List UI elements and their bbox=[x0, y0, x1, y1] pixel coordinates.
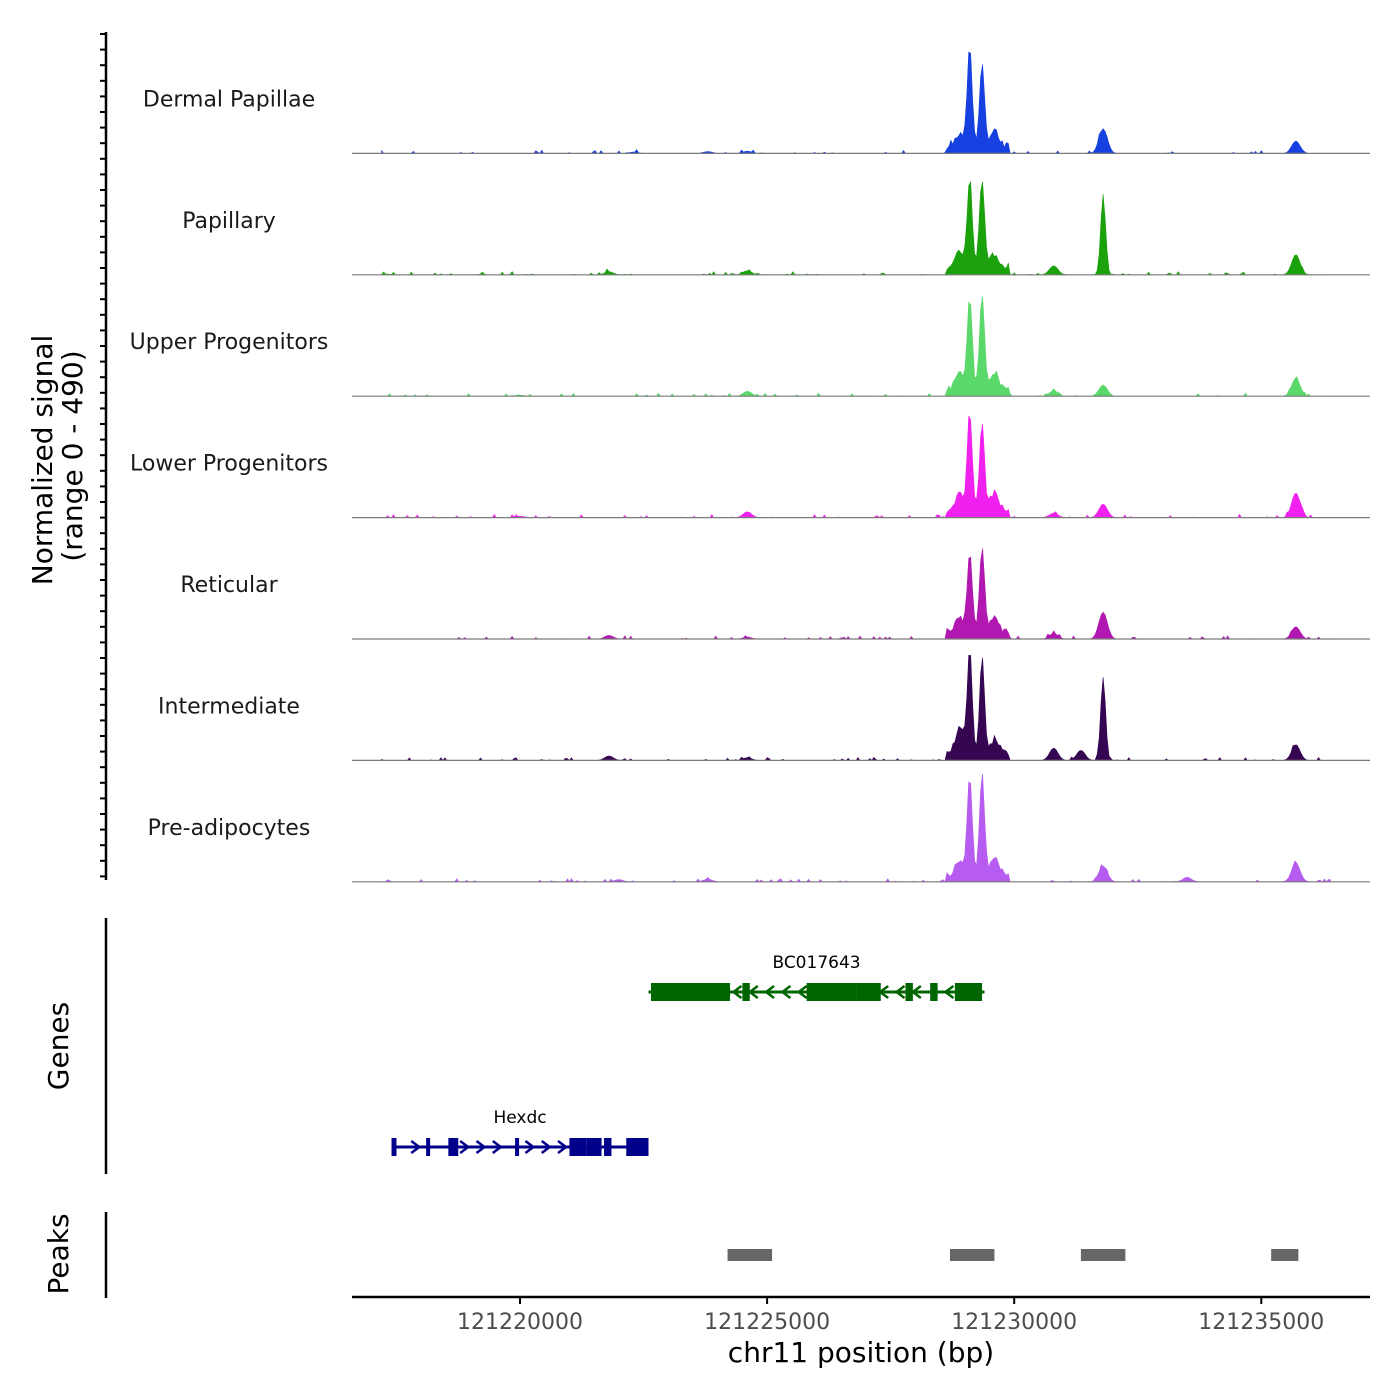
peak-region bbox=[949, 1249, 995, 1261]
peak-region bbox=[727, 1249, 773, 1261]
track-label: Lower Progenitors bbox=[130, 452, 328, 477]
gene-exon bbox=[391, 1138, 397, 1156]
genes-title: Genes bbox=[42, 1002, 75, 1090]
x-axis-title: chr11 position (bp) bbox=[728, 1336, 994, 1369]
gene-model: Hexdc bbox=[391, 1108, 649, 1156]
coverage-track: Upper Progenitors bbox=[130, 296, 1370, 397]
gene-exon bbox=[650, 983, 731, 1001]
coverage-y-axis-title-line2: (range 0 - 490) bbox=[56, 350, 89, 561]
x-tick-label: 121235000 bbox=[1198, 1310, 1324, 1335]
strand-chevron bbox=[475, 1140, 487, 1154]
track-label: Upper Progenitors bbox=[130, 330, 329, 355]
genes-panel: Genes Hexdc BC017643 bbox=[42, 918, 985, 1174]
strand-chevron bbox=[492, 1140, 503, 1154]
coverage-track: Pre-adipocytes bbox=[148, 773, 1370, 883]
coverage-y-axis-title-line1: Normalized signal bbox=[26, 335, 59, 586]
track-label: Reticular bbox=[180, 573, 278, 598]
x-tick-label: 121230000 bbox=[951, 1310, 1077, 1335]
peaks-panel: Peaks bbox=[42, 1212, 1299, 1298]
gene-exon bbox=[448, 1138, 459, 1156]
coverage-track: Dermal Papillae bbox=[143, 51, 1370, 154]
gene-exon bbox=[905, 983, 913, 1001]
coverage-area bbox=[381, 773, 1331, 883]
coverage-track: Intermediate bbox=[158, 655, 1370, 762]
strand-chevron bbox=[943, 985, 955, 999]
strand-chevron bbox=[524, 1140, 536, 1154]
coverage-track: Papillary bbox=[182, 181, 1370, 276]
coverage-area bbox=[381, 415, 1331, 519]
coverage-y-axis: Normalized signal (range 0 - 490) bbox=[26, 32, 108, 880]
gene-exon bbox=[604, 1138, 612, 1156]
gene-exon bbox=[806, 983, 857, 1001]
coverage-area bbox=[381, 655, 1331, 761]
gene-exon bbox=[426, 1138, 431, 1156]
strand-chevron bbox=[894, 985, 906, 999]
coverage-area bbox=[381, 51, 1331, 154]
gene-exon bbox=[930, 983, 938, 1001]
peak-region bbox=[1080, 1249, 1126, 1261]
x-axis: chr11 position (bp) 121220000 121225000 12… bbox=[352, 1295, 1370, 1369]
track-label: Dermal Papillae bbox=[143, 87, 315, 112]
strand-chevron bbox=[410, 1140, 422, 1154]
track-label: Intermediate bbox=[158, 694, 300, 719]
gene-exon bbox=[954, 983, 983, 1001]
coverage-track: Lower Progenitors bbox=[130, 415, 1370, 519]
gene-exon bbox=[569, 1138, 587, 1156]
strand-chevron bbox=[557, 1140, 569, 1154]
coverage-track: Reticular bbox=[180, 548, 1370, 640]
coverage-area bbox=[381, 181, 1331, 276]
coverage-area bbox=[381, 296, 1331, 397]
gene-model: BC017643 bbox=[648, 953, 985, 1001]
track-label: Papillary bbox=[182, 209, 276, 234]
strand-chevron bbox=[459, 1140, 471, 1154]
gene-exon bbox=[626, 1138, 649, 1156]
peaks-title: Peaks bbox=[42, 1213, 75, 1294]
strand-chevron bbox=[763, 985, 775, 999]
gene-name-label: Hexdc bbox=[493, 1108, 546, 1128]
gene-exon bbox=[515, 1138, 520, 1156]
strand-chevron bbox=[540, 1140, 552, 1154]
gene-exon bbox=[856, 983, 881, 1001]
x-tick-label: 121220000 bbox=[457, 1310, 583, 1335]
strand-chevron bbox=[731, 985, 743, 999]
strand-chevron bbox=[796, 985, 808, 999]
peak-region bbox=[1271, 1249, 1299, 1261]
strand-chevron bbox=[780, 985, 792, 999]
gene-exon bbox=[742, 983, 750, 1001]
coverage-panel: Dermal Papillae Papillary Upper Progenitor… bbox=[130, 51, 1370, 883]
gene-exon bbox=[586, 1138, 602, 1156]
track-label: Pre-adipocytes bbox=[148, 816, 311, 841]
coverage-area bbox=[381, 548, 1331, 640]
x-tick-label: 121225000 bbox=[704, 1310, 830, 1335]
gene-name-label: BC017643 bbox=[772, 953, 860, 973]
